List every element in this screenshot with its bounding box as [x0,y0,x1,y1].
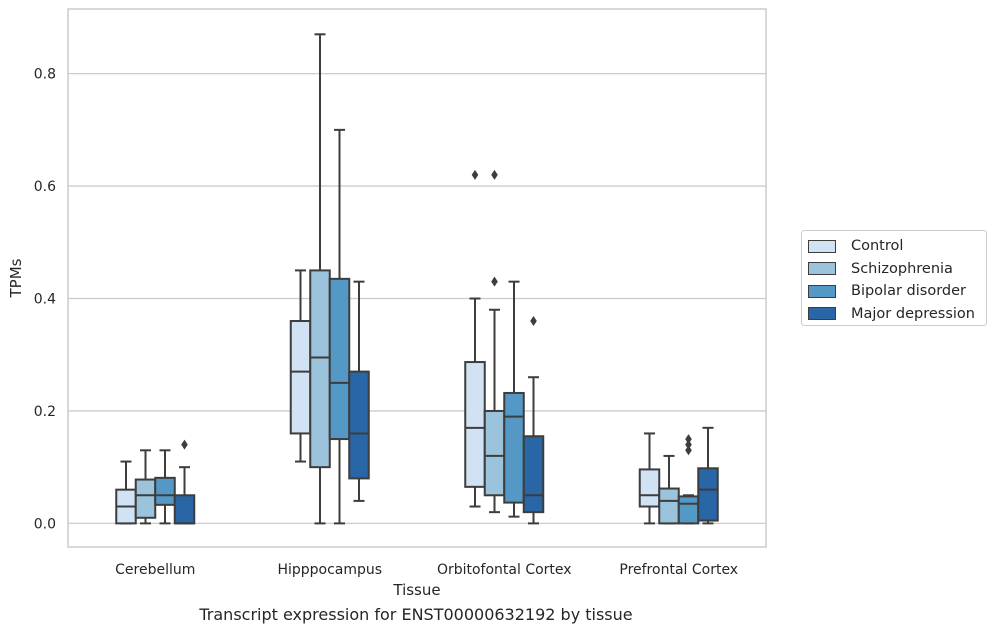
x-tick-label: Hipppocampus [277,562,382,578]
box-schizophrenia [658,454,680,525]
box-iqr [638,468,661,508]
outlier-point [530,316,537,327]
box-iqr [658,487,680,525]
legend-swatch [808,262,836,276]
box-control [638,432,661,525]
box-iqr [289,320,312,435]
box-iqr [348,370,370,480]
legend-item: Control [808,235,986,258]
outlier-point [685,434,692,445]
box-series [115,33,719,525]
box-bipolar-disorder [328,128,351,525]
y-tick-label: 0.8 [34,67,56,83]
box-schizophrenia [309,33,331,525]
legend: Control Schizophrenia Bipolar disorder Majo… [801,230,987,326]
y-tick-label: 0.6 [34,179,56,195]
box-iqr [464,361,486,488]
box-iqr [309,269,331,469]
grid-lines [68,72,766,525]
x-tick-label: Cerebellum [115,562,195,578]
outlier-point [685,439,692,450]
box-bipolar-disorder [503,280,525,518]
box-major-depression [522,316,545,525]
outlier-point [181,439,188,450]
box-iqr [173,494,196,525]
box-major-depression [348,280,370,502]
legend-item: Schizophrenia [808,258,986,281]
legend-swatch [808,307,836,321]
legend-item: Bipolar disorder [808,280,986,303]
y-axis-title: TPMs [7,258,25,298]
box-iqr [697,467,719,522]
x-tick-label: Prefrontal Cortex [619,562,738,578]
box-iqr [522,435,545,514]
box-bipolar-disorder [154,449,176,525]
box-control [115,460,137,525]
box-iqr [154,476,176,506]
x-tick-label: Orbitofontal Cortex [437,562,572,578]
legend-swatch [808,284,836,298]
box-bipolar-disorder [677,434,700,525]
legend-label: Control [851,238,904,255]
legend-label: Major depression [851,305,975,322]
legend-swatch [808,239,836,253]
legend-label: Schizophrenia [851,260,953,277]
box-control [464,169,486,508]
box-schizophrenia [483,169,506,514]
box-schizophrenia [134,449,157,525]
outlier-point [491,169,498,180]
box-iqr [483,409,506,497]
x-axis-title: Tissue [392,581,440,599]
box-iqr [134,478,157,519]
y-tick-label: 0.2 [34,404,56,420]
y-tick-label: 0.4 [34,292,56,308]
box-iqr [503,391,525,504]
y-tick-labels: 0.0 0.2 0.4 0.6 0.8 [34,67,56,533]
chart-caption: Transcript expression for ENST0000063219… [199,605,633,624]
box-major-depression [173,439,196,525]
x-tick-labels: Cerebellum Hipppocampus Orbitofontal Corte… [115,562,738,578]
legend-item: Major depression [808,303,986,326]
box-major-depression [697,426,719,525]
plot-frame [67,8,767,548]
legend-label: Bipolar disorder [851,283,966,300]
box-iqr [328,277,351,441]
y-tick-label: 0.0 [34,516,56,532]
outlier-point [471,169,479,180]
outlier-point [685,445,692,456]
outlier-point [491,276,498,287]
box-iqr [677,495,700,525]
